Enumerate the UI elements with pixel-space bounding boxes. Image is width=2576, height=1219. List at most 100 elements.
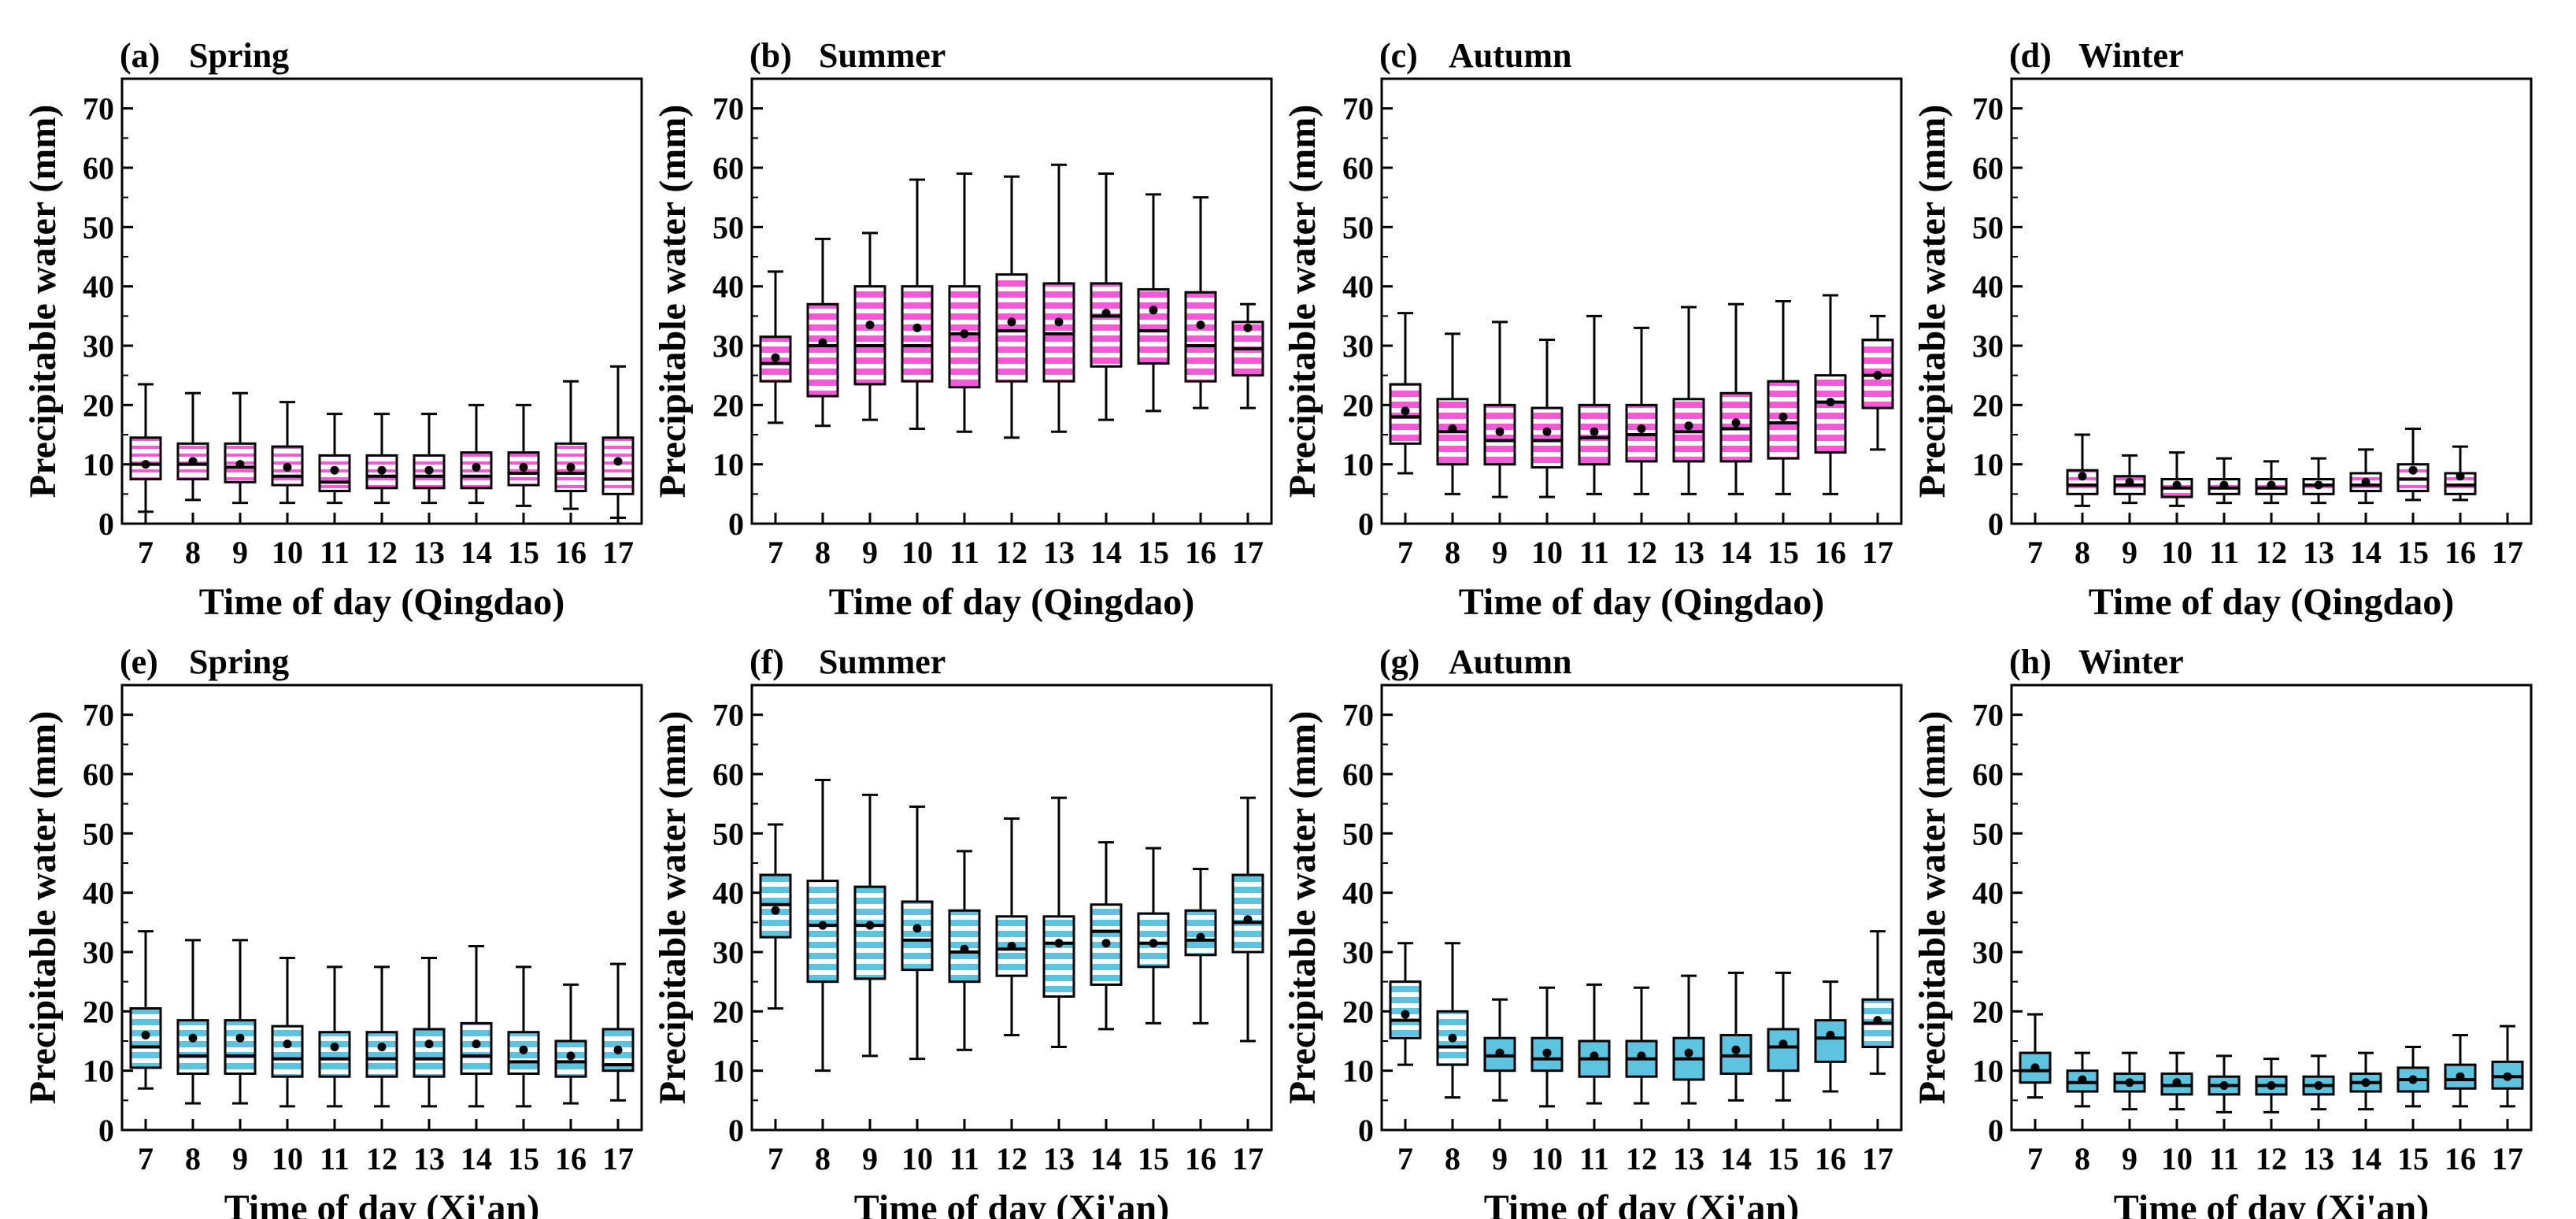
mean-point	[519, 1045, 528, 1054]
iqr-box	[1530, 406, 1564, 469]
iqr-box	[1184, 291, 1217, 383]
x-tick-label: 9	[232, 1141, 248, 1176]
x-tick-label: 16	[2445, 1141, 2476, 1176]
x-tick-label: 9	[232, 535, 248, 570]
x-tick-label: 10	[901, 535, 933, 570]
chart-panel-4: (d) Winter 0 10 20 30 40 50 60 70 Precipitable wat…	[1912, 36, 2533, 623]
iqr-box	[853, 885, 886, 980]
y-tick-label: 10	[83, 1054, 114, 1089]
box-13	[1672, 306, 1705, 495]
x-tick-label: 17	[1232, 1141, 1264, 1176]
mean-point	[377, 1043, 387, 1052]
mean-point	[960, 944, 969, 954]
mean-point	[2219, 1081, 2229, 1090]
y-tick-label: 0	[98, 1113, 114, 1148]
x-tick-label: 7	[1397, 535, 1413, 570]
y-tick-label: 10	[1972, 1054, 2004, 1089]
box-9	[2113, 1051, 2146, 1111]
y-tick-label: 0	[728, 506, 744, 542]
mean-point	[1101, 939, 1111, 948]
box-8	[806, 237, 839, 428]
x-tick-label: 13	[1673, 535, 1704, 570]
y-tick-label: 50	[1342, 209, 1374, 245]
iqr-box	[224, 442, 257, 484]
panel-label: (a)	[120, 36, 160, 75]
x-tick-label: 11	[2209, 1141, 2239, 1176]
iqr-box	[1042, 915, 1075, 999]
x-tick-label: 9	[1492, 1141, 1508, 1176]
box-10	[271, 957, 304, 1108]
y-tick-label: 0	[1358, 1113, 1374, 1148]
mean-point	[865, 320, 875, 330]
panel-label: (d)	[2009, 36, 2052, 75]
box-12	[365, 413, 398, 505]
x-tick-label: 15	[1767, 1141, 1799, 1176]
box-12	[1625, 986, 1658, 1105]
box-15	[507, 965, 540, 1108]
iqr-box	[129, 436, 162, 480]
mean-point	[1495, 427, 1505, 436]
x-tick-label: 12	[1626, 535, 1657, 570]
y-tick-label: 40	[83, 876, 114, 911]
box-11	[318, 965, 351, 1108]
mean-point	[613, 1045, 623, 1054]
panel-title: Autumn	[1449, 36, 1572, 75]
mean-point	[566, 462, 576, 472]
y-tick-label: 70	[1342, 698, 1374, 733]
mean-point	[330, 465, 339, 475]
x-tick-label: 16	[1185, 1141, 1216, 1176]
x-axis-label: Time of day (Qingdao)	[1459, 581, 1824, 623]
mean-point	[472, 462, 481, 472]
mean-point	[235, 460, 245, 469]
box-10	[271, 401, 304, 505]
mean-point	[2314, 480, 2323, 490]
box-12	[1625, 326, 1658, 495]
y-axis-label: Precipitable water (mm)	[1912, 105, 1953, 498]
mean-point	[1590, 427, 1599, 436]
y-tick-label: 0	[1988, 506, 2004, 542]
box-15	[1767, 300, 1800, 495]
chart-panel-5: (e) Spring 0 10 20 30 40 50 60 70 Precipitable wat…	[22, 643, 643, 1219]
y-tick-label: 40	[1342, 269, 1374, 305]
y-tick-label: 70	[1972, 698, 2004, 733]
box-16	[554, 380, 587, 510]
box-16	[1184, 196, 1217, 409]
iqr-box	[1137, 912, 1170, 969]
x-tick-label: 8	[2074, 1141, 2090, 1176]
y-tick-label: 40	[1342, 876, 1374, 911]
y-tick-label: 60	[1342, 757, 1374, 792]
mean-point	[566, 1051, 576, 1061]
panel-title: Summer	[819, 36, 946, 75]
y-tick-label: 70	[1342, 91, 1374, 127]
box-14	[460, 944, 493, 1108]
x-tick-label: 8	[185, 535, 201, 570]
box-14	[1090, 841, 1123, 1031]
x-tick-label: 17	[1862, 535, 1893, 570]
mean-point	[1731, 418, 1741, 428]
y-axis-label: Precipitable water (mm)	[1912, 711, 1953, 1104]
y-tick-label: 0	[728, 1113, 744, 1148]
x-tick-label: 14	[2350, 535, 2382, 570]
box-9	[853, 793, 886, 1058]
panel-label: (f)	[749, 643, 784, 681]
y-tick-label: 50	[1342, 816, 1374, 851]
x-tick-label: 10	[1531, 1141, 1563, 1176]
x-tick-label: 9	[2122, 535, 2137, 570]
x-tick-label: 11	[1579, 1141, 1609, 1176]
iqr-box	[1530, 1036, 1564, 1073]
box-11	[948, 172, 981, 433]
x-tick-label: 11	[949, 1141, 979, 1176]
y-axis-label: Precipitable water (mm)	[22, 105, 64, 498]
y-tick-label: 40	[712, 876, 744, 911]
mean-point	[1778, 412, 1788, 421]
x-tick-label: 14	[1720, 1141, 1752, 1176]
box-17	[601, 962, 635, 1102]
box-15	[2396, 427, 2430, 502]
y-tick-label: 20	[1972, 387, 2004, 423]
box-7	[759, 823, 792, 1010]
x-tick-label: 7	[1397, 1141, 1413, 1176]
y-tick-label: 40	[712, 269, 744, 305]
y-axis-label: Precipitable water (mm)	[1282, 711, 1323, 1104]
mean-point	[2361, 1078, 2371, 1087]
iqr-box	[365, 1031, 398, 1078]
